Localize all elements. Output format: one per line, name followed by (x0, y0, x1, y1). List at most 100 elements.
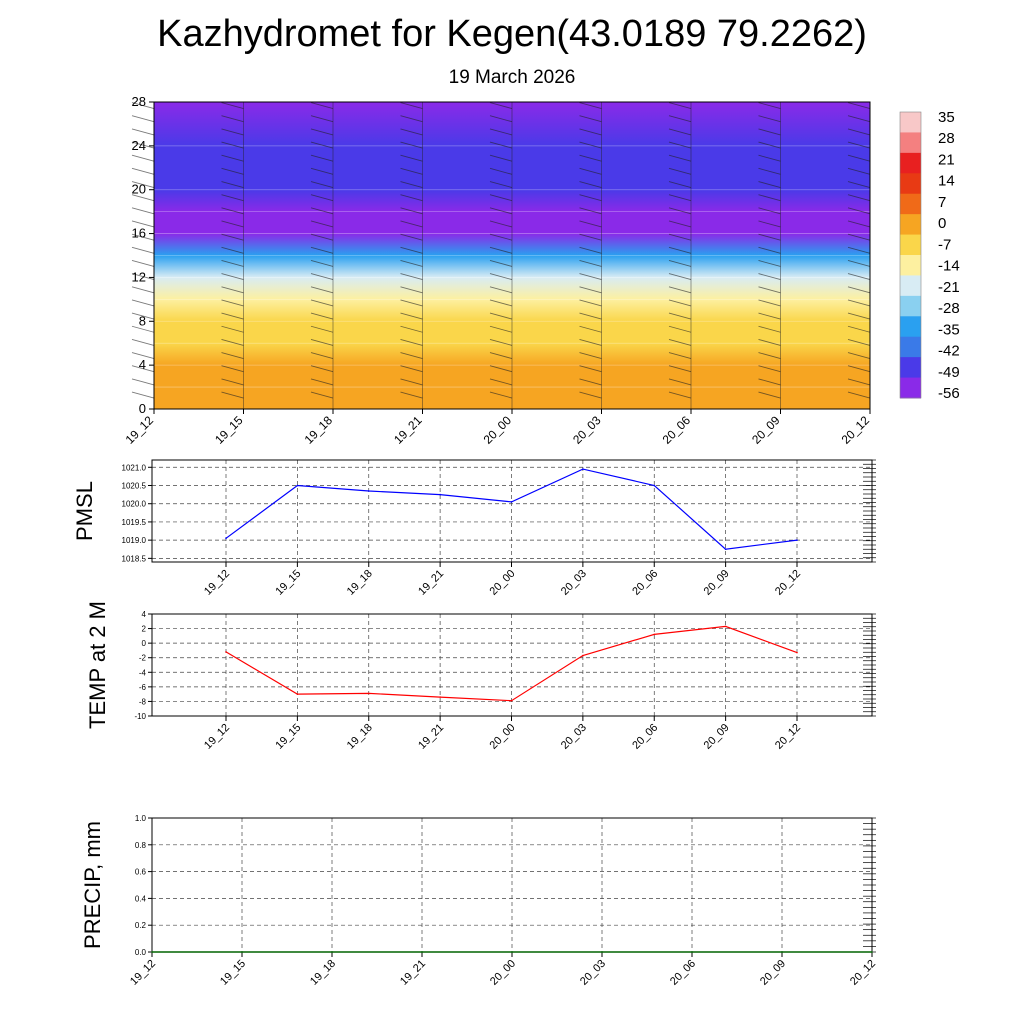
wind-barb (758, 167, 781, 175)
wind-barb (847, 352, 871, 359)
wind-barb (221, 365, 244, 373)
wind-barb (221, 246, 244, 254)
colorbar-swatch (900, 357, 921, 379)
wind-barb (400, 220, 423, 228)
wind-barb (131, 325, 155, 333)
wind-barb (310, 312, 334, 320)
y-tick-label: 20 (132, 182, 146, 197)
wind-barb (847, 167, 871, 175)
wind-barb (668, 220, 692, 228)
y-tick-label: -2 (139, 654, 147, 663)
colorbar-label: 0 (938, 215, 946, 232)
wind-barb (668, 102, 692, 110)
wind-barb (847, 154, 871, 162)
wind-barb (221, 181, 244, 188)
colorbar-frame (899, 111, 922, 399)
wind-barb (758, 181, 781, 188)
x-tick-label: 20_00 (488, 568, 518, 598)
wind-barb (310, 325, 334, 333)
colorbar-swatch (900, 377, 921, 399)
x-tick-label: 19_15 (218, 958, 248, 988)
wind-barb (489, 312, 513, 320)
wind-barb (400, 154, 423, 162)
wind-barb (310, 194, 334, 202)
wind-barb (579, 102, 602, 110)
wind-barb (847, 325, 871, 333)
y-tick-label: 1021.0 (122, 463, 147, 472)
wind-barb (310, 273, 334, 281)
colorbar-label: -49 (938, 364, 960, 381)
wind-barb (579, 312, 602, 320)
wind-barb (847, 273, 871, 281)
data-point (510, 699, 513, 702)
wind-barb (131, 273, 155, 281)
wind-barb (489, 338, 513, 346)
wind-barb (489, 233, 513, 241)
wind-barb (310, 207, 334, 215)
data-point (331, 951, 333, 953)
data-point (225, 537, 227, 540)
chart-title: Kazhydromet for Kegen(43.0189 79.2262) (157, 13, 867, 55)
wind-barb (131, 154, 155, 162)
wind-barb (668, 286, 692, 294)
wind-barb (668, 167, 692, 175)
wind-barb (310, 141, 334, 149)
wind-barb (221, 325, 244, 333)
wind-barb (847, 246, 871, 254)
wind-barb (131, 181, 155, 188)
wind-barb (758, 102, 781, 110)
wind-barb (400, 352, 423, 359)
wind-barb (221, 378, 244, 386)
wind-barb (131, 286, 155, 294)
colorbar-swatch (900, 132, 921, 154)
y-tick-label: 0.6 (135, 868, 147, 877)
wind-barb (758, 220, 781, 228)
data-point (511, 951, 513, 953)
colorbar-label: 14 (938, 173, 955, 190)
x-tick-label: 20_12 (848, 958, 878, 988)
x-tick-label: 19_12 (128, 958, 158, 988)
y-tick-label: 1019.0 (122, 536, 147, 545)
wind-barb (668, 365, 692, 373)
x-tick-label: 19_18 (345, 568, 375, 598)
wind-barb (221, 273, 244, 281)
colorbar-swatch (900, 234, 921, 256)
y-tick-label: 2 (142, 625, 147, 634)
wind-barb (668, 194, 692, 202)
wind-barb (400, 207, 423, 215)
data-point (796, 539, 798, 541)
wind-barb (221, 299, 244, 307)
wind-barb (668, 260, 692, 267)
colorbar-swatch (900, 193, 921, 215)
y-axis-title: PMSL (72, 481, 97, 541)
wind-barb (310, 352, 334, 359)
y-tick-label: 0.2 (135, 921, 147, 930)
colorbar-label: -56 (938, 385, 960, 402)
colorbar-swatch (900, 214, 921, 236)
wind-barb (400, 312, 423, 320)
x-tick-label: 19_18 (308, 958, 338, 988)
wind-barb (310, 260, 334, 267)
wind-barb (310, 286, 334, 294)
wind-barb (131, 352, 155, 359)
x-tick-label: 20_03 (570, 413, 604, 447)
wind-barb (400, 260, 423, 267)
colorbar-label: 21 (938, 151, 955, 168)
wind-barb (310, 391, 334, 399)
wind-barb (221, 128, 244, 136)
y-tick-label: 0 (139, 401, 146, 416)
y-axis-title: PRECIP, mm (80, 821, 105, 949)
wind-barb (221, 286, 244, 294)
wind-barb (400, 378, 423, 386)
wind-barb (131, 338, 155, 346)
wind-barb (489, 194, 513, 202)
x-tick-label: 19_21 (391, 413, 425, 447)
wind-barb (221, 207, 244, 215)
wind-barb (221, 194, 244, 202)
wind-barb (310, 115, 334, 123)
wind-barb (131, 141, 155, 149)
colorbar-label: -35 (938, 321, 960, 338)
y-tick-label: 0.4 (135, 894, 147, 903)
wind-barb (131, 207, 155, 215)
wind-barb (131, 233, 155, 241)
